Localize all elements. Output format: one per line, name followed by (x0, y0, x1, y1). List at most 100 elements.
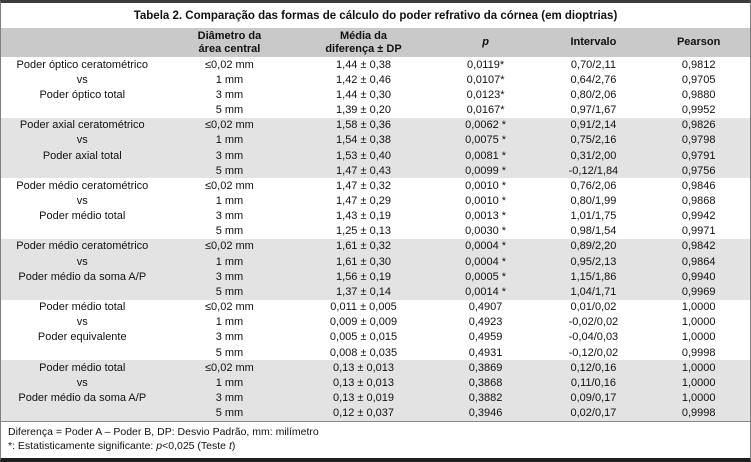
cell-mean-difference: 1,54 ± 0,38 (295, 132, 432, 148)
table-row: Poder equivalente 3 mm 0,005 ± 0,015 0,4… (1, 330, 750, 345)
footnote-significance: *: Estatisticamente significante: p<0,02… (8, 439, 743, 454)
cell-p-value: 0,3946 (431, 405, 540, 421)
cell-pearson: 0,9864 (647, 254, 750, 270)
cell-mean-difference: 1,37 ± 0,14 (295, 284, 432, 300)
cell-diameter: 5 mm (163, 405, 296, 421)
cell-mean-difference: 1,44 ± 0,38 (336, 58, 391, 71)
table-row: vs 1 mm 1,42 ± 0,46 0,0107* 0,64/2,76 0,… (1, 72, 750, 87)
footnote-p-symbol: p (156, 440, 163, 453)
cell-p-value: 0,4931 (468, 346, 503, 359)
cell-mean-difference: 0,011 ± 0,005 (330, 301, 397, 314)
cell-comparison-label: vs (76, 73, 88, 86)
cell-mean-difference: 0,13 ± 0,019 (295, 390, 432, 406)
cell-p-value: 0,0075 * (431, 132, 540, 148)
table-row: 5 mm 1,25 ± 0,13 0,0030 * 0,98/1,54 0,99… (1, 224, 750, 239)
cell-diameter: 3 mm (215, 210, 244, 223)
cell-pearson: 0,9842 (647, 238, 750, 255)
cell-interval: 0,64/2,76 (570, 73, 617, 86)
cell-pearson: 0,9826 (647, 117, 750, 133)
cell-pearson: 1,0000 (647, 360, 750, 376)
cell-pearson: 0,9998 (681, 346, 716, 359)
table-row: Poder médio total ≤0,02 mm 0,13 ± 0,013 … (1, 360, 750, 376)
cell-mean-difference: 0,13 ± 0,013 (295, 360, 432, 376)
header-diameter-line2: área central (198, 42, 261, 55)
cell-diameter: 5 mm (215, 225, 244, 238)
table-row: 5 mm 0,12 ± 0,037 0,3946 0,02/0,17 0,999… (1, 405, 750, 421)
cell-mean-difference: 0,009 ± 0,009 (329, 316, 398, 329)
cell-p-value: 0,0062 * (431, 117, 540, 133)
table-row: Poder óptico total 3 mm 1,44 ± 0,30 0,01… (1, 87, 750, 102)
cell-interval: -0,04/0,03 (568, 331, 619, 344)
cell-p-value: 0,0030 * (465, 225, 507, 238)
cell-mean-difference: 0,008 ± 0,035 (329, 346, 398, 359)
cell-pearson: 0,9971 (681, 225, 716, 238)
cell-diameter: 3 mm (163, 390, 296, 406)
table-title: Tabela 2. Comparação das formas de cálcu… (133, 10, 618, 22)
cell-comparison-label: vs (1, 375, 164, 391)
cell-mean-difference: 1,39 ± 0,20 (336, 104, 391, 117)
cell-pearson: 0,9942 (681, 210, 716, 223)
cell-interval: 0,80/1,99 (570, 194, 617, 207)
cell-comparison-label (1, 284, 164, 300)
cell-comparison-label: vs (1, 132, 164, 148)
cell-comparison-label: Poder médio da soma A/P (1, 269, 164, 285)
cell-diameter: 3 mm (215, 88, 244, 101)
cell-pearson: 0,9705 (681, 73, 716, 86)
cell-p-value: 0,0123* (466, 88, 505, 101)
table-header: Diâmetro da área central Média da difere… (1, 28, 750, 57)
cell-pearson: 1,0000 (647, 375, 750, 391)
cell-interval: -0,12/1,84 (539, 163, 648, 179)
cell-pearson: 0,9756 (647, 163, 750, 179)
cell-mean-difference: 1,58 ± 0,36 (295, 117, 432, 133)
footnote-star: * (8, 440, 13, 453)
cell-pearson: 0,9791 (647, 147, 750, 164)
cell-diameter: 1 mm (163, 375, 296, 391)
table-row: vs 1 mm 1,47 ± 0,29 0,0010 * 0,80/1,99 0… (1, 193, 750, 208)
cell-diameter: ≤0,02 mm (163, 117, 296, 133)
comparison-table: Diâmetro da área central Média da difere… (1, 28, 750, 421)
table-row: 5 mm 1,47 ± 0,43 0,0099 * -0,12/1,84 0,9… (1, 163, 750, 179)
cell-diameter: ≤0,02 mm (163, 238, 296, 255)
cell-p-value: 0,4959 (468, 331, 503, 344)
cell-diameter: 5 mm (215, 346, 244, 359)
cell-comparison-label: Poder axial ceratométrico (1, 117, 164, 133)
cell-p-value: 0,0119* (467, 58, 505, 71)
cell-comparison-label: Poder médio da soma A/P (1, 390, 164, 406)
footnotes: Diferença = Poder A – Poder B, DP: Desvi… (1, 420, 750, 458)
cell-diameter: 1 mm (215, 316, 244, 329)
header-comparison (1, 28, 164, 57)
cell-comparison-label: vs (76, 316, 88, 329)
cell-mean-difference: 1,44 ± 0,30 (336, 88, 391, 101)
cell-p-value: 0,0099 * (431, 163, 540, 179)
cell-comparison-label: Poder equivalente (37, 331, 127, 344)
cell-interval: 0,76/2,06 (570, 179, 617, 192)
cell-interval: 0,95/2,13 (539, 254, 648, 270)
cell-interval: 0,02/0,17 (539, 405, 648, 421)
cell-pearson: 0,9846 (681, 179, 716, 192)
cell-p-value: 0,0010 * (465, 179, 507, 192)
cell-comparison-label (1, 345, 164, 360)
cell-diameter: ≤0,02 mm (205, 58, 254, 71)
cell-interval: 1,01/1,75 (570, 210, 617, 223)
header-diameter: Diâmetro da área central (163, 28, 296, 57)
cell-p-value: 0,0004 * (431, 254, 540, 270)
cell-interval: 0,97/1,67 (570, 104, 617, 117)
cell-pearson: 0,9998 (647, 405, 750, 421)
cell-diameter: ≤0,02 mm (205, 301, 254, 314)
cell-diameter: ≤0,02 mm (205, 179, 254, 192)
table-row: Poder médio da soma A/P 3 mm 1,56 ± 0,19… (1, 269, 750, 285)
cell-pearson: 1,0000 (681, 331, 716, 344)
cell-mean-difference: 0,005 ± 0,015 (329, 331, 398, 344)
cell-comparison-label (1, 163, 164, 179)
table-row: Poder médio da soma A/P 3 mm 0,13 ± 0,01… (1, 390, 750, 406)
cell-p-value: 0,4923 (468, 316, 503, 329)
footnote-text-c: ) (231, 440, 236, 453)
cell-p-value: 0,0010 * (465, 194, 507, 207)
cell-interval: 0,12/0,16 (539, 360, 648, 376)
cell-comparison-label: Poder óptico ceratométrico (16, 58, 148, 71)
cell-comparison-label: Poder óptico total (39, 88, 126, 101)
cell-comparison-label: Poder médio ceratométrico (1, 238, 164, 255)
header-mean-line2: diferença ± DP (325, 42, 402, 55)
cell-comparison-label: Poder médio total (1, 360, 164, 376)
cell-pearson: 0,9798 (647, 132, 750, 148)
